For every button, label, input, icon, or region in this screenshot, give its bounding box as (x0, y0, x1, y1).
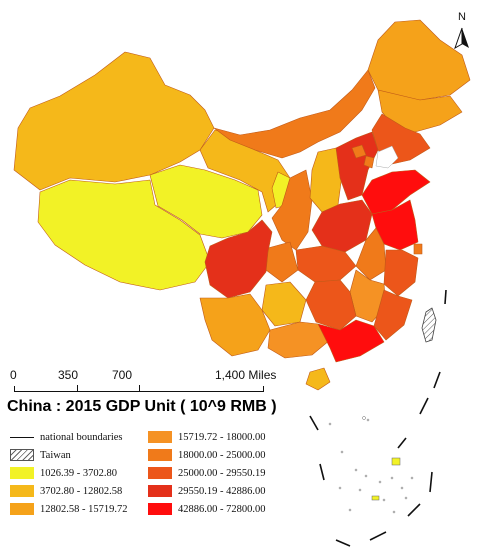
north-label: N (458, 11, 466, 23)
legend-item-taiwan: Taiwan (10, 446, 128, 464)
legend-swatch (148, 449, 172, 461)
legend-label: national boundaries (40, 431, 123, 443)
legend-item-class-8: 42886.00 - 72800.00 (148, 500, 266, 518)
region-tianjin (363, 155, 375, 169)
region-hunan (305, 279, 357, 331)
region-qinghai (149, 164, 263, 239)
boundary-line-icon (10, 436, 34, 438)
legend-label: Taiwan (40, 449, 71, 461)
legend-item-class-1: 1026.39 - 3702.80 (10, 464, 128, 482)
region-inner-mongolia (213, 69, 376, 159)
region-guangdong (317, 319, 385, 363)
legend-swatch (148, 431, 172, 443)
legend-label: 15719.72 - 18000.00 (178, 431, 266, 443)
nine-dash-line (309, 289, 447, 547)
south-sea-islands (328, 416, 414, 514)
legend-swatch (10, 503, 34, 515)
region-guangxi (267, 321, 331, 359)
legend-item-class-2: 3702.80 - 12802.58 (10, 482, 128, 500)
legend-label: 1026.39 - 3702.80 (40, 467, 117, 479)
bohai-sea (375, 145, 399, 169)
region-heilongjiang (367, 19, 471, 101)
region-sichuan (204, 219, 273, 299)
legend-label: 29550.19 - 42886.00 (178, 485, 266, 497)
legend-left: national boundaries Taiwan 1026.39 - 370… (10, 428, 128, 518)
legend-swatch (148, 503, 172, 515)
scale-label-350: 350 (58, 368, 79, 382)
legend-item-class-3: 12802.58 - 15719.72 (10, 500, 128, 518)
scale-label-1400: 1,400 Miles (215, 368, 277, 382)
region-hubei (295, 245, 357, 283)
legend-item-class-5: 18000.00 - 25000.00 (148, 446, 266, 464)
legend-swatch (10, 467, 34, 479)
scale-bar (14, 385, 264, 392)
legend-label: 18000.00 - 25000.00 (178, 449, 266, 461)
legend-label: 3702.80 - 12802.58 (40, 485, 123, 497)
region-shandong (361, 169, 431, 215)
region-zhejiang (383, 249, 419, 297)
legend-swatch (10, 485, 34, 497)
region-shanghai (413, 243, 423, 255)
legend-label: 42886.00 - 72800.00 (178, 503, 266, 515)
legend-item-class-7: 29550.19 - 42886.00 (148, 482, 266, 500)
region-hebei (335, 131, 379, 201)
legend-item-class-6: 25000.00 - 29550.19 (148, 464, 266, 482)
north-arrow-icon: N (454, 11, 469, 50)
region-beijing (351, 144, 367, 159)
legend-swatch (148, 485, 172, 497)
scale-label-700: 700 (112, 368, 133, 382)
scale-tick (139, 385, 140, 391)
legend-label: 25000.00 - 29550.19 (178, 467, 266, 479)
hatch-swatch-icon (10, 449, 34, 461)
legend-right: 15719.72 - 18000.00 18000.00 - 25000.00 … (148, 428, 266, 518)
legend-item-boundaries: national boundaries (10, 428, 128, 446)
legend-label: 12802.58 - 15719.72 (40, 503, 128, 515)
region-guizhou (261, 281, 307, 327)
region-hainan (305, 367, 331, 391)
region-yunnan (199, 293, 271, 357)
region-taiwan (421, 307, 437, 343)
map-title: China : 2015 GDP Unit ( 10^9 RMB ) (7, 398, 277, 415)
scale-tick (77, 385, 78, 391)
legend-swatch (148, 467, 172, 479)
legend-item-class-4: 15719.72 - 18000.00 (148, 428, 266, 446)
region-xinjiang (13, 51, 215, 191)
scale-label-0: 0 (10, 368, 17, 382)
